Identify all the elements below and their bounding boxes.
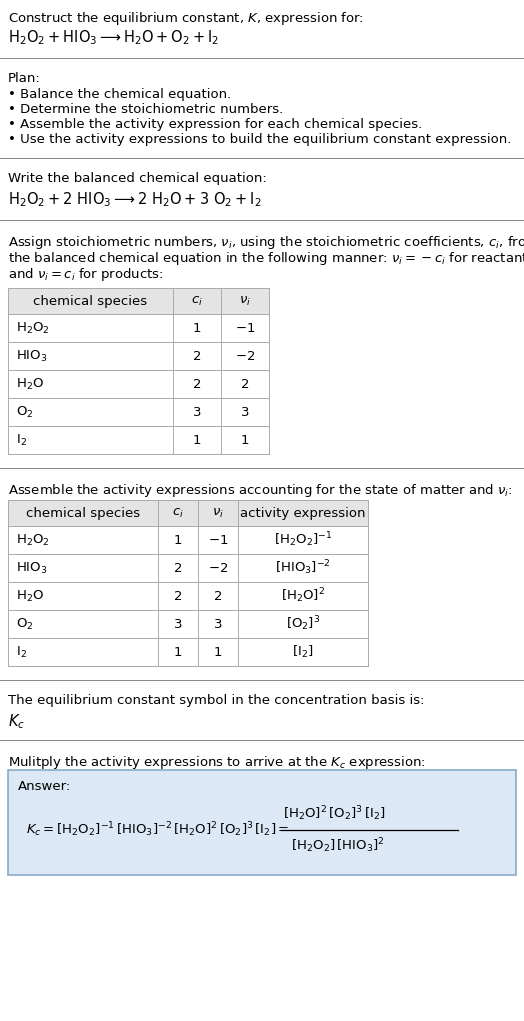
Text: 1: 1	[193, 322, 201, 335]
Text: Construct the equilibrium constant, $K$, expression for:: Construct the equilibrium constant, $K$,…	[8, 10, 364, 27]
Text: $[\mathrm{H_2O_2}]^{-1}$: $[\mathrm{H_2O_2}]^{-1}$	[274, 531, 332, 549]
Text: $-1$: $-1$	[208, 534, 228, 546]
Text: the balanced chemical equation in the following manner: $\nu_i = -c_i$ for react: the balanced chemical equation in the fo…	[8, 250, 524, 268]
Text: $\mathrm{H_2O}$: $\mathrm{H_2O}$	[16, 588, 44, 603]
Text: $[\mathrm{H_2O}]^{2}$: $[\mathrm{H_2O}]^{2}$	[281, 587, 325, 605]
Text: Assemble the activity expressions accounting for the state of matter and $\nu_i$: Assemble the activity expressions accoun…	[8, 482, 512, 499]
Text: 2: 2	[193, 349, 201, 362]
Bar	[8, 554, 368, 582]
Text: $-2$: $-2$	[235, 349, 255, 362]
Text: $c_i$: $c_i$	[172, 506, 184, 520]
Text: 1: 1	[174, 534, 182, 546]
Text: $\nu_i$: $\nu_i$	[239, 294, 251, 307]
Text: 3: 3	[174, 618, 182, 631]
Text: $[\mathrm{HIO_3}]^{-2}$: $[\mathrm{HIO_3}]^{-2}$	[275, 558, 331, 577]
Text: and $\nu_i = c_i$ for products:: and $\nu_i = c_i$ for products:	[8, 266, 163, 283]
Text: $[\mathrm{I_2}]$: $[\mathrm{I_2}]$	[292, 644, 314, 660]
Text: $c_i$: $c_i$	[191, 294, 203, 307]
Text: 2: 2	[214, 589, 222, 602]
Text: $\mathrm{H_2O_2}$: $\mathrm{H_2O_2}$	[16, 532, 50, 547]
Text: $\mathrm{H_2O_2 + 2\ HIO_3 \longrightarrow 2\ H_2O + 3\ O_2 + I_2}$: $\mathrm{H_2O_2 + 2\ HIO_3 \longrightarr…	[8, 190, 261, 208]
Text: 3: 3	[214, 618, 222, 631]
Text: $-2$: $-2$	[208, 562, 228, 575]
Text: $\mathrm{HIO_3}$: $\mathrm{HIO_3}$	[16, 348, 48, 363]
Text: Mulitply the activity expressions to arrive at the $K_c$ expression:: Mulitply the activity expressions to arr…	[8, 753, 426, 771]
Text: 1: 1	[241, 434, 249, 446]
Text: $[\mathrm{H_2O}]^{2}\,[\mathrm{O_2}]^{3}\,[\mathrm{I_2}]$: $[\mathrm{H_2O}]^{2}\,[\mathrm{O_2}]^{3}…	[283, 805, 386, 823]
Bar	[8, 288, 269, 314]
Bar	[8, 370, 269, 398]
Bar	[8, 610, 368, 638]
Bar	[8, 426, 269, 454]
Text: $\mathrm{H_2O_2 + HIO_3 \longrightarrow H_2O + O_2 + I_2}$: $\mathrm{H_2O_2 + HIO_3 \longrightarrow …	[8, 28, 220, 47]
Text: • Use the activity expressions to build the equilibrium constant expression.: • Use the activity expressions to build …	[8, 133, 511, 146]
Text: The equilibrium constant symbol in the concentration basis is:: The equilibrium constant symbol in the c…	[8, 694, 424, 707]
Text: $\mathrm{I_2}$: $\mathrm{I_2}$	[16, 644, 27, 660]
Text: • Assemble the activity expression for each chemical species.: • Assemble the activity expression for e…	[8, 118, 422, 131]
Text: 2: 2	[174, 589, 182, 602]
Text: $\nu_i$: $\nu_i$	[212, 506, 224, 520]
Text: $\mathrm{I_2}$: $\mathrm{I_2}$	[16, 433, 27, 447]
Text: $-1$: $-1$	[235, 322, 255, 335]
Text: • Determine the stoichiometric numbers.: • Determine the stoichiometric numbers.	[8, 103, 283, 116]
Text: 3: 3	[241, 405, 249, 419]
Text: $K_c = [\mathrm{H_2O_2}]^{-1}\,[\mathrm{HIO_3}]^{-2}\,[\mathrm{H_2O}]^{2}\,[\mat: $K_c = [\mathrm{H_2O_2}]^{-1}\,[\mathrm{…	[26, 821, 290, 839]
Text: $[\mathrm{O_2}]^{3}$: $[\mathrm{O_2}]^{3}$	[286, 615, 320, 633]
Bar	[8, 638, 368, 666]
Text: $\mathrm{H_2O_2}$: $\mathrm{H_2O_2}$	[16, 321, 50, 336]
Text: • Balance the chemical equation.: • Balance the chemical equation.	[8, 88, 231, 101]
Text: 3: 3	[193, 405, 201, 419]
Text: Write the balanced chemical equation:: Write the balanced chemical equation:	[8, 172, 267, 185]
Bar	[8, 770, 516, 875]
Text: activity expression: activity expression	[240, 506, 366, 520]
Text: $\mathrm{HIO_3}$: $\mathrm{HIO_3}$	[16, 561, 48, 576]
Text: $K_c$: $K_c$	[8, 712, 25, 731]
Text: 2: 2	[193, 378, 201, 390]
Text: chemical species: chemical species	[26, 506, 140, 520]
Text: chemical species: chemical species	[34, 294, 148, 307]
Text: 1: 1	[214, 645, 222, 659]
Text: $\mathrm{O_2}$: $\mathrm{O_2}$	[16, 404, 34, 420]
Bar	[8, 342, 269, 370]
Bar	[8, 398, 269, 426]
Bar	[8, 582, 368, 610]
Bar	[8, 526, 368, 554]
Text: 2: 2	[174, 562, 182, 575]
Bar	[8, 314, 269, 342]
Bar	[8, 500, 368, 526]
Text: 1: 1	[193, 434, 201, 446]
Text: $[\mathrm{H_2O_2}]\,[\mathrm{HIO_3}]^{2}$: $[\mathrm{H_2O_2}]\,[\mathrm{HIO_3}]^{2}…	[291, 836, 385, 856]
Text: $\mathrm{H_2O}$: $\mathrm{H_2O}$	[16, 377, 44, 391]
Text: 2: 2	[241, 378, 249, 390]
Text: Plan:: Plan:	[8, 72, 41, 85]
Text: $\mathrm{O_2}$: $\mathrm{O_2}$	[16, 617, 34, 632]
Text: Assign stoichiometric numbers, $\nu_i$, using the stoichiometric coefficients, $: Assign stoichiometric numbers, $\nu_i$, …	[8, 234, 524, 251]
Text: Answer:: Answer:	[18, 780, 71, 793]
Text: 1: 1	[174, 645, 182, 659]
